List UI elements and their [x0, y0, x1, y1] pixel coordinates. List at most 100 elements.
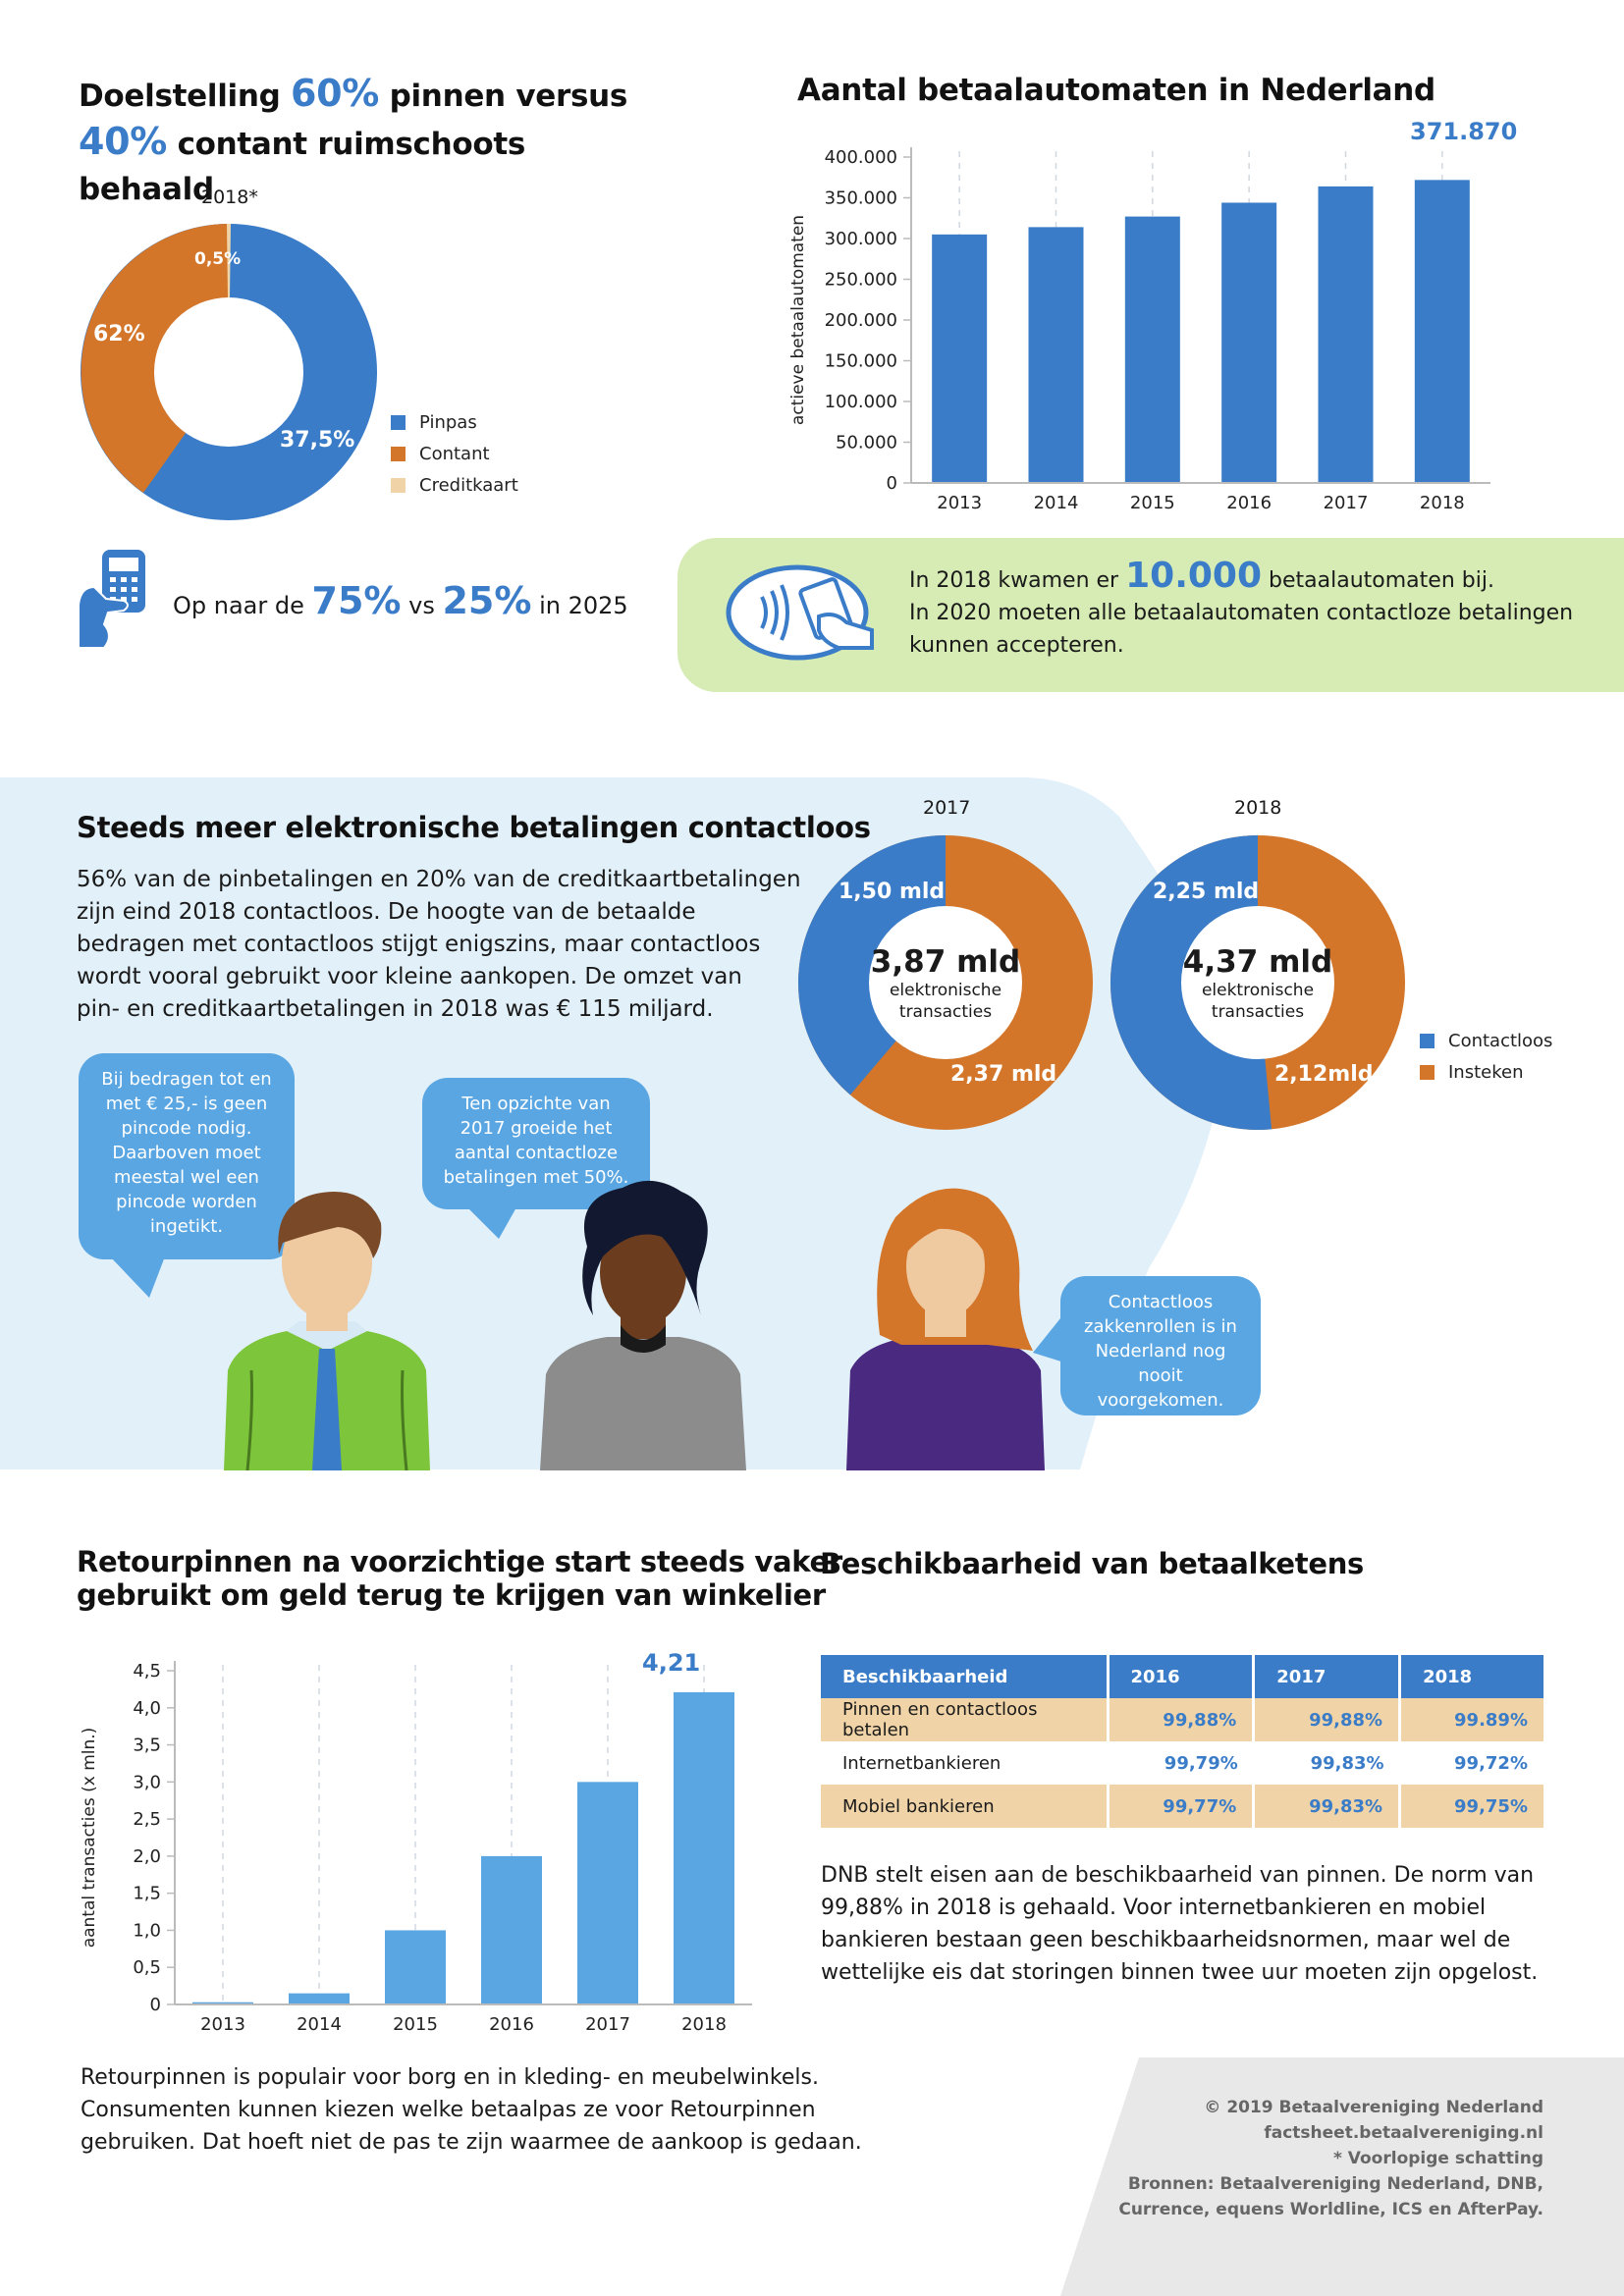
- refund-title-line2: gebruikt om geld terug te krijgen van wi…: [77, 1578, 826, 1612]
- goal-title-part2: pinnen versus: [389, 79, 628, 114]
- y-axis-label: actieve betaalautomaten: [788, 215, 808, 425]
- table-header-cell: 2018: [1423, 1666, 1473, 1687]
- footer-note: * Voorlopige schatting: [1332, 2149, 1543, 2168]
- donut-2017-chart: [798, 835, 1093, 1130]
- y-tick-label: 200.000: [825, 310, 897, 331]
- refund-bar-chart: 0 0,5 1,0 1,5 2,0 2,5 3,0 3,5 4,0 4,5 aantal trans…: [80, 1661, 752, 2035]
- goal-2025-vs: vs: [408, 592, 435, 619]
- donut-2017-year: 2017: [923, 797, 971, 819]
- donut-2018-insteken-label: 2,12mld: [1274, 1062, 1374, 1087]
- y-tick-label: 250.000: [825, 270, 897, 291]
- donut-slice-contant: [81, 224, 229, 493]
- goal-title-part3: contant ruimschoots behaald: [79, 127, 526, 207]
- table-header-cell: 2017: [1253, 1655, 1402, 1698]
- legend-label: Contactloos: [1448, 1030, 1553, 1051]
- bar: [1414, 180, 1470, 483]
- body-line: zijn eind 2018 contactloos. De hoogte va…: [77, 899, 696, 925]
- body-line: wettelijke eis dat storingen binnen twee…: [821, 1960, 1539, 1985]
- footer-panel: [1060, 2057, 1624, 2296]
- table-cell: 99,72%: [1454, 1752, 1528, 1774]
- x-tick-label: 2016: [489, 2014, 534, 2035]
- x-tick-label: 2014: [1034, 493, 1079, 513]
- bar: [577, 1782, 638, 2004]
- table-cell: 99,88%: [1253, 1698, 1402, 1741]
- body-line: 99,88% in 2018 is gehaald. Voor internet…: [821, 1896, 1487, 1920]
- man-green-shirt-illustration: [224, 1192, 430, 1470]
- goal-2025-post: in 2025: [539, 592, 628, 619]
- body-line: gebruiken. Dat hoeft niet de pas te zijn…: [81, 2130, 862, 2155]
- table-cell: 99.89%: [1454, 1709, 1528, 1731]
- table-header-cell: 2016: [1108, 1655, 1256, 1698]
- availability-body: DNB stelt eisen aan de beschikbaarheid v…: [821, 1859, 1538, 1989]
- table-cell: 99,88%: [1108, 1698, 1256, 1741]
- goal-2025-pct2: 25%: [442, 579, 532, 622]
- info-line1-post: betaalautomaten bij.: [1269, 568, 1494, 593]
- speech-bubble-pincode: Bij bedragen tot en met € 25,- is geen p…: [79, 1053, 295, 1259]
- bubble-tail: [467, 1207, 516, 1239]
- bar: [932, 234, 988, 483]
- contactless-body: 56% van de pinbetalingen en 20% van de c…: [77, 864, 801, 1026]
- legend-item-creditkaart: Creditkaart: [391, 469, 518, 501]
- goal-title-pct1: 60%: [291, 72, 380, 115]
- donut-2017-sub2: transacties: [898, 1002, 993, 1022]
- terminals-info-line1: In 2018 kwamen er 10.000 betaalautomaten…: [909, 559, 1573, 597]
- donut-hole: [869, 906, 1022, 1059]
- goal-2025-pre: Op naar de: [173, 592, 304, 619]
- payment-legend: Pinpas Contant Creditkaart: [391, 406, 518, 501]
- goal-title-pct2: 40%: [79, 120, 168, 163]
- body-line: Consumenten kunnen kiezen welke betaalpa…: [81, 2098, 816, 2122]
- y-tick-label: 0: [887, 473, 897, 494]
- legend-label: Creditkaart: [419, 474, 518, 496]
- speech-bubble-growth: Ten opzichte van 2017 groeide het aantal…: [422, 1078, 650, 1209]
- footer-url: factsheet.betaalvereniging.nl: [1264, 2123, 1543, 2143]
- donut-2017-center: 3,87 mld elektronische transacties: [797, 944, 1094, 1023]
- body-line: 56% van de pinbetalingen en 20% van de c…: [77, 867, 801, 892]
- body-line: bankieren bestaan geen beschikbaarheidsn…: [821, 1928, 1511, 1952]
- bar: [385, 1930, 446, 2004]
- contactless-legend: Contactloos Insteken: [1420, 1025, 1552, 1088]
- refund-title: Retourpinnen na voorzichtige start steed…: [77, 1545, 842, 1612]
- y-tick-label: 50.000: [836, 433, 897, 454]
- table-cell: Internetbankieren: [821, 1741, 1110, 1785]
- goal-title: Doelstelling 60% pinnen versus 40% conta…: [79, 71, 628, 212]
- y-tick-label: 100.000: [825, 392, 897, 412]
- y-tick-label: 400.000: [825, 147, 897, 168]
- body-line: bedragen met contactloos stijgt enigszin…: [77, 932, 761, 957]
- availability-title: Beschikbaarheid van betaalketens: [820, 1547, 1365, 1580]
- table-cell: 99,77%: [1108, 1785, 1256, 1828]
- refund-title-line1: Retourpinnen na voorzichtige start steed…: [77, 1545, 842, 1578]
- donut-2018-sub2: transacties: [1211, 1002, 1305, 1022]
- y-tick-label: 3,5: [133, 1735, 161, 1756]
- table-row: Internetbankieren 99,79% 99,83% 99,72%: [821, 1741, 1543, 1785]
- legend-label: Insteken: [1448, 1061, 1524, 1083]
- footer-credits: © 2019 Betaalvereniging Nederland factsh…: [1118, 2095, 1543, 2222]
- donut-2018-year: 2018: [1234, 797, 1282, 819]
- y-tick-label: 350.000: [825, 188, 897, 209]
- contactless-card-icon: [726, 564, 874, 661]
- y-axis-label: aantal transacties (x mln.): [80, 1728, 99, 1949]
- table-cell: 99,75%: [1454, 1795, 1528, 1817]
- hand-phone-icon: [78, 550, 145, 649]
- bar: [481, 1855, 542, 2004]
- bar: [1028, 227, 1084, 483]
- donut-2017-contactloos-label: 1,50 mld: [839, 880, 946, 904]
- bar: [1124, 216, 1180, 483]
- info-line1-pre: In 2018 kwamen er: [909, 568, 1119, 593]
- donut-label-contant: 62%: [93, 322, 145, 347]
- terminals-bar-chart: 0 50.000 100.000 150.000 200.000 250.000 300.0…: [788, 147, 1490, 513]
- bubble-tail: [110, 1256, 165, 1298]
- terminals-info-line3: kunnen accepteren.: [909, 633, 1124, 658]
- y-tick-label: 4,5: [133, 1661, 161, 1682]
- availability-table: Beschikbaarheid 2016 2017 2018 Pinnen en…: [821, 1655, 1543, 1828]
- refund-highlight: 4,21: [642, 1649, 701, 1677]
- table-cell: 99,79%: [1164, 1752, 1238, 1774]
- y-tick-label: 0: [150, 1995, 161, 2015]
- x-tick-label: 2018: [681, 2014, 727, 2035]
- donut-2017-total: 3,87 mld: [870, 944, 1021, 980]
- donut-2018-contactloos-label: 2,25 mld: [1153, 880, 1260, 904]
- bar: [674, 1691, 734, 2004]
- y-tick-label: 1,0: [133, 1920, 161, 1941]
- woman-red-hair-illustration: [846, 1188, 1045, 1470]
- donut-2018-chart: [1110, 835, 1405, 1130]
- x-tick-label: 2018: [1420, 493, 1465, 513]
